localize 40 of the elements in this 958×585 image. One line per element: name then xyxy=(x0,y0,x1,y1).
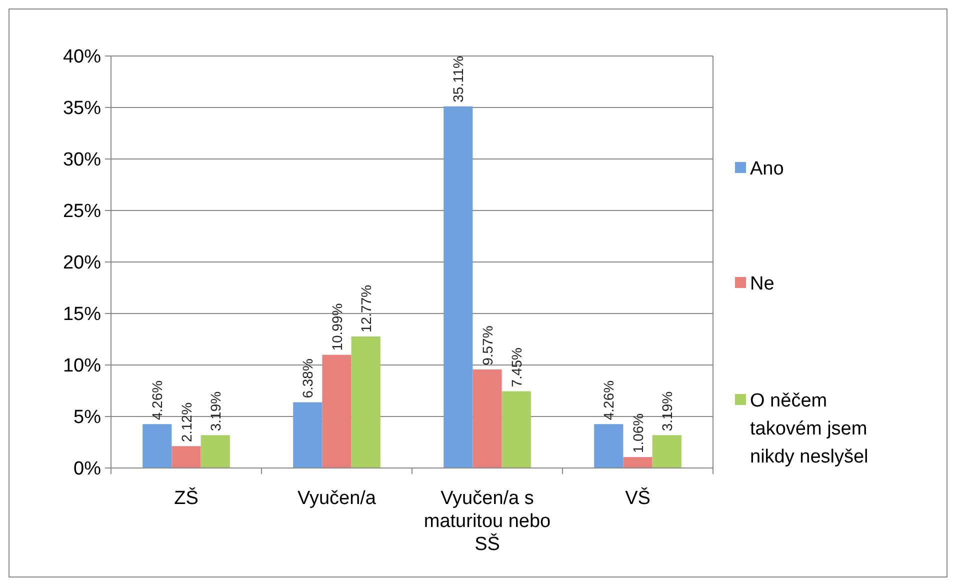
bar xyxy=(200,435,230,468)
data-label: 7.45% xyxy=(508,348,524,388)
x-tick-label: ZŠ xyxy=(174,487,198,509)
y-tick-label: 30% xyxy=(62,150,102,171)
bar xyxy=(293,402,322,468)
bar xyxy=(472,369,502,468)
bar xyxy=(594,424,624,468)
legend-label: Ano xyxy=(750,158,784,180)
y-tick-label: 25% xyxy=(62,201,102,222)
y-tick-label: 0% xyxy=(74,458,102,480)
data-label: 2.12% xyxy=(178,402,194,442)
y-tick-label: 10% xyxy=(62,356,102,377)
y-tick-label: 5% xyxy=(74,407,102,428)
bar xyxy=(142,424,172,468)
x-tick-label: Vyučen/a s maturitou nebo SŠ xyxy=(424,488,551,555)
data-label: 4.26% xyxy=(149,380,166,420)
data-label: 3.19% xyxy=(658,391,675,432)
data-label: 10.99% xyxy=(328,303,345,351)
data-label: 4.26% xyxy=(600,380,617,420)
data-label: 3.19% xyxy=(207,391,224,432)
data-label: 12.77% xyxy=(358,284,374,332)
bar xyxy=(444,106,473,468)
y-tick-label: 20% xyxy=(62,252,102,274)
x-tick-label: VŠ xyxy=(625,487,650,509)
data-label: 6.38% xyxy=(300,358,316,398)
y-tick-label: 15% xyxy=(62,304,102,326)
bar xyxy=(172,446,201,468)
y-tick-label: 40% xyxy=(62,46,102,68)
legend-label: Ne xyxy=(750,274,774,295)
legend-label: O něčem takovém jsem nikdy neslyšel xyxy=(750,390,868,468)
x-tick-label: Vyučen/a xyxy=(297,488,376,509)
data-label: 9.57% xyxy=(479,326,496,366)
data-label: 35.11% xyxy=(450,56,466,102)
bar xyxy=(623,457,652,468)
bar xyxy=(502,391,531,468)
y-tick-label: 35% xyxy=(62,98,102,120)
bar xyxy=(351,336,380,468)
bar xyxy=(652,435,682,468)
bar xyxy=(322,354,352,468)
data-label: 1.06% xyxy=(630,413,646,454)
